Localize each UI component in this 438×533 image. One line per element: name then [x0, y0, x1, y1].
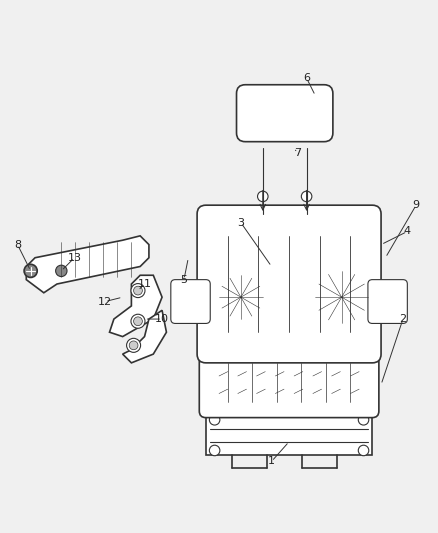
Text: 2: 2 [399, 314, 406, 324]
FancyBboxPatch shape [197, 205, 381, 363]
FancyBboxPatch shape [368, 280, 407, 324]
Circle shape [134, 286, 142, 295]
FancyBboxPatch shape [206, 411, 372, 455]
Text: 10: 10 [155, 314, 169, 324]
Circle shape [131, 284, 145, 297]
Circle shape [358, 415, 369, 425]
FancyBboxPatch shape [199, 348, 379, 418]
FancyBboxPatch shape [171, 280, 210, 324]
Circle shape [24, 264, 37, 278]
Circle shape [134, 317, 142, 326]
Text: 11: 11 [138, 279, 152, 289]
Text: 4: 4 [404, 227, 411, 237]
Text: 9: 9 [413, 200, 420, 210]
Text: 3: 3 [237, 217, 244, 228]
Circle shape [258, 191, 268, 201]
Text: 5: 5 [180, 274, 187, 285]
Text: 8: 8 [14, 240, 21, 249]
Circle shape [129, 341, 138, 350]
Circle shape [131, 314, 145, 328]
Circle shape [209, 415, 220, 425]
Polygon shape [26, 236, 149, 293]
Text: 13: 13 [67, 253, 81, 263]
Circle shape [209, 445, 220, 456]
Circle shape [56, 265, 67, 277]
Circle shape [301, 191, 312, 201]
FancyBboxPatch shape [237, 85, 333, 142]
Circle shape [127, 338, 141, 352]
Text: 12: 12 [98, 296, 112, 306]
Circle shape [358, 445, 369, 456]
Text: 1: 1 [268, 456, 275, 466]
Text: 7: 7 [294, 148, 301, 158]
Polygon shape [123, 310, 166, 363]
Text: 6: 6 [303, 73, 310, 83]
Polygon shape [110, 275, 162, 336]
